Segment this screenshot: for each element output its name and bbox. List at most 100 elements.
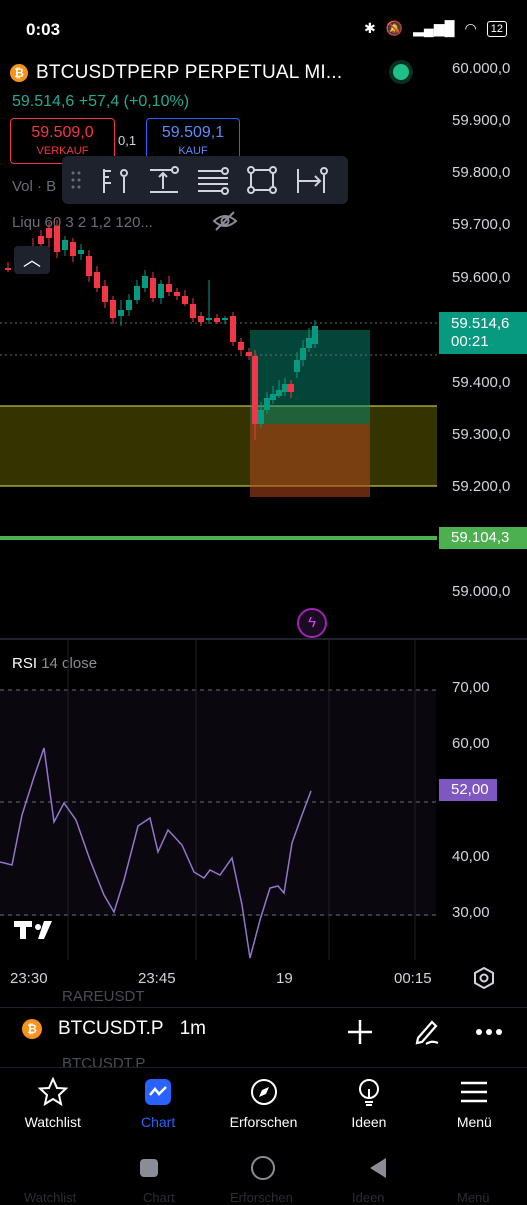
tab-menu[interactable]: Menü	[422, 1068, 527, 1143]
candle-body	[258, 410, 264, 424]
candle-body	[62, 240, 68, 250]
tab-chart[interactable]: Chart	[105, 1068, 210, 1143]
candle-countdown: 00:21	[451, 333, 489, 350]
candle-body	[70, 242, 76, 256]
tab-label: Menü	[456, 1114, 492, 1130]
wifi-icon: ◠	[464, 20, 477, 36]
ghost-tab-label: Menü	[457, 1190, 490, 1205]
price-tick: 59.600,0	[452, 269, 511, 286]
tab-ideen[interactable]: Ideen	[316, 1068, 421, 1143]
rsi-name: RSI	[12, 655, 38, 672]
candle-body	[46, 228, 52, 238]
rsi-chart[interactable]	[0, 640, 437, 960]
price-chart[interactable]	[0, 220, 437, 640]
sell-price: 59.509,0	[31, 124, 94, 141]
hamburger-icon	[458, 1076, 490, 1108]
candle-body	[264, 398, 270, 410]
candle-body	[38, 236, 44, 244]
date-range-tool-icon[interactable]	[286, 156, 335, 204]
candle-body	[222, 318, 228, 320]
time-tick: 00:15	[394, 970, 432, 987]
status-icons: ✱ 🔕 ▂▄▆█ ◠ 12	[364, 20, 507, 37]
candle-body	[294, 360, 300, 372]
signal-icon: ▂▄▆█	[413, 20, 455, 36]
lightbulb-icon	[353, 1076, 385, 1108]
ghost-tab-label: Watchlist	[24, 1190, 77, 1205]
hide-eye-icon[interactable]	[212, 210, 238, 237]
bottom-tab-bar: Watchlist Chart Erforschen Ideen Menü	[0, 1067, 527, 1143]
recents-icon[interactable]	[140, 1159, 158, 1177]
battery-icon: 12	[486, 20, 507, 37]
candle-body	[94, 272, 100, 288]
rectangle-tool-icon[interactable]	[237, 156, 286, 204]
candle-body	[150, 278, 156, 298]
lightning-icon[interactable]: ϟ	[297, 608, 327, 638]
candle-body	[288, 384, 294, 392]
tab-label: Chart	[140, 1114, 176, 1130]
rsi-tick: 40,00	[452, 848, 490, 865]
liquidity-indicator-label[interactable]: Liqu 60 3 2 1,2 120...	[12, 214, 153, 231]
ghost-tab-label: Erforschen	[230, 1190, 293, 1205]
market-status-icon[interactable]	[393, 64, 409, 80]
drawing-toolbar	[62, 156, 348, 204]
rsi-line	[0, 747, 312, 959]
buy-label: KAUF	[178, 145, 208, 157]
rsi-params: 14 close	[41, 655, 98, 672]
current-price-badge: 59.514,6 00:21	[439, 312, 527, 354]
candle-body	[102, 286, 108, 302]
symbol-selector[interactable]: ₿ BTCUSDT.P 1m	[22, 1018, 206, 1040]
drag-handle-icon[interactable]	[62, 156, 90, 204]
symbol-name[interactable]: BTCUSDTPERP PERPETUAL MI...	[36, 62, 343, 83]
rsi-band	[0, 690, 436, 916]
pencil-icon[interactable]	[412, 1016, 442, 1051]
symbol-button[interactable]: BTCUSDT.P	[58, 1018, 164, 1039]
tradingview-logo-icon[interactable]	[14, 918, 58, 947]
candle-body	[276, 390, 282, 396]
price-tick: 59.300,0	[452, 426, 511, 443]
ghost-symbol-text: RAREUSDT	[62, 988, 145, 1005]
candle-body	[142, 276, 148, 288]
star-icon	[37, 1076, 69, 1108]
candle-body	[5, 268, 11, 270]
rsi-legend[interactable]: RSI 14 close	[12, 655, 97, 672]
chart-settings-icon[interactable]	[472, 966, 496, 995]
more-options-icon[interactable]	[474, 1018, 504, 1051]
tab-label: Erforschen	[229, 1114, 298, 1130]
interval-button[interactable]: 1m	[179, 1018, 206, 1039]
candle-body	[306, 338, 312, 348]
candle-body	[174, 292, 180, 296]
price-range-tool-icon[interactable]	[139, 156, 188, 204]
current-price: 59.514,6	[451, 315, 510, 332]
rsi-tick: 70,00	[452, 679, 490, 696]
tab-watchlist[interactable]: Watchlist	[0, 1068, 105, 1143]
candle-body	[238, 342, 244, 350]
bitcoin-icon: ₿	[22, 1019, 42, 1039]
back-icon[interactable]	[368, 1157, 388, 1184]
tab-label: Ideen	[351, 1114, 387, 1130]
parallel-channel-tool-icon[interactable]	[188, 156, 237, 204]
time-tick: 23:30	[10, 970, 48, 987]
price-tick: 59.000,0	[452, 583, 511, 600]
candle-body	[190, 304, 196, 318]
tab-erforschen[interactable]: Erforschen	[211, 1068, 316, 1143]
home-icon[interactable]	[251, 1156, 275, 1180]
spread-value: 0,1	[118, 133, 137, 148]
pane-separator[interactable]	[0, 638, 527, 640]
price-tick: 59.700,0	[452, 216, 511, 233]
candle-body	[110, 300, 116, 318]
candle-body	[214, 318, 220, 322]
candle-body	[252, 356, 258, 424]
long-position-loss-zone	[250, 424, 370, 497]
chart-icon	[142, 1076, 174, 1108]
collapse-indicators-button[interactable]: ︿	[14, 246, 50, 274]
price-tick: 59.400,0	[452, 374, 511, 391]
symbol-header[interactable]: ₿ BTCUSDTPERP PERPETUAL MI...	[10, 62, 342, 84]
add-indicator-button[interactable]	[346, 1018, 374, 1051]
rsi-tick: 30,00	[452, 904, 490, 921]
anchored-vwap-tool-icon[interactable]	[90, 156, 139, 204]
candle-body	[166, 284, 172, 292]
candle-body	[270, 394, 276, 400]
horizontal-line-price-badge: 59.104,3	[439, 527, 527, 549]
candle-body	[230, 316, 236, 342]
volume-indicator-label[interactable]: Vol · B	[12, 178, 57, 195]
